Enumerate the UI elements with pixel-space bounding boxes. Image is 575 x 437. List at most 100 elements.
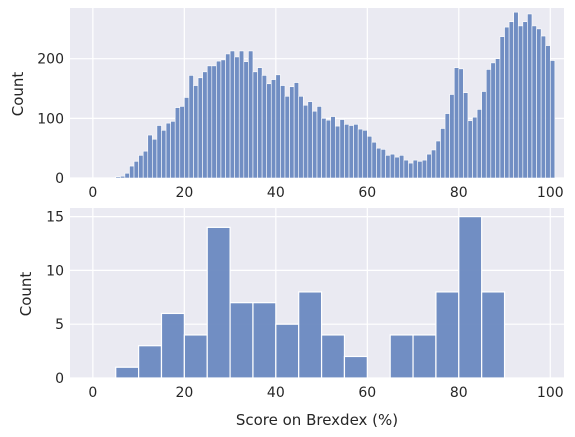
x-tick-label: 80 (450, 185, 468, 201)
histogram-bar (485, 69, 492, 179)
histogram-bar (161, 129, 167, 179)
histogram-bar (138, 345, 163, 379)
histogram-bar (115, 366, 140, 379)
histogram-bar (540, 35, 547, 179)
histogram-bar (343, 355, 368, 379)
histogram-bar (431, 149, 437, 179)
y-tick-label: 10 (46, 263, 64, 279)
histogram-bar (472, 116, 478, 179)
histogram-bar (156, 125, 162, 179)
histogram-bar (293, 82, 300, 179)
histogram-bar (389, 153, 396, 179)
histogram-bar (458, 68, 464, 179)
histogram-bar (284, 95, 290, 179)
top-y-axis-label: Count (9, 72, 27, 117)
histogram-bar (220, 59, 226, 179)
histogram-bar (142, 150, 149, 179)
y-tick-label: 5 (55, 317, 64, 333)
top-y-ticks: 0 100 200 (37, 52, 64, 187)
histogram-bar (289, 86, 295, 179)
histogram-bar (367, 135, 373, 179)
histogram-bar (302, 104, 309, 179)
histogram-bar (339, 119, 345, 179)
histogram-bar (536, 28, 542, 179)
bottom-x-ticks: 0 20 40 60 80 100 (88, 385, 563, 401)
y-tick-label: 100 (37, 111, 64, 127)
histogram-bar (490, 62, 496, 179)
histogram-bar (527, 13, 533, 179)
top-histogram: 0 20 40 60 80 100 0 100 200 Count (9, 8, 564, 201)
histogram-bar (517, 25, 524, 179)
histogram-bar (476, 109, 482, 179)
x-tick-label: 60 (358, 185, 376, 201)
histogram-bar (412, 334, 437, 379)
histogram-bar (320, 334, 346, 379)
histogram-bar (115, 176, 121, 179)
histogram-bar (252, 71, 258, 179)
histogram-bar (160, 312, 185, 379)
histogram-bar (417, 160, 423, 179)
histogram-bar (197, 77, 203, 179)
top-x-ticks: 0 20 40 60 80 100 (88, 185, 563, 201)
histogram-bar (275, 74, 281, 179)
y-tick-label: 0 (55, 171, 64, 187)
histogram-bar (152, 138, 158, 179)
histogram-bar (202, 71, 208, 179)
x-tick-label: 20 (175, 385, 193, 401)
histogram-bar (353, 124, 359, 179)
histogram-bar (179, 106, 185, 179)
bottom-y-ticks: 0 5 10 15 (46, 210, 64, 387)
histogram-bar (444, 113, 450, 179)
histogram-bar (174, 107, 181, 179)
histogram-bar (435, 291, 460, 379)
histogram-bar (531, 25, 537, 179)
histogram-bar (412, 159, 418, 179)
histogram-bar (261, 75, 267, 179)
histogram-bar (440, 128, 446, 179)
histogram-bar (129, 165, 135, 179)
histogram-bar (463, 92, 469, 179)
histogram-bar (270, 79, 277, 179)
histogram-bar (344, 124, 350, 179)
histogram-bar (435, 140, 441, 179)
histogram-bar (334, 125, 341, 179)
histogram-bar (426, 153, 432, 179)
histogram-bar (481, 91, 487, 179)
histogram-bar (499, 36, 505, 179)
histogram-bar (312, 110, 318, 179)
histogram-bar (165, 122, 171, 179)
histogram-bar (504, 26, 510, 179)
x-tick-label: 100 (537, 385, 564, 401)
histogram-bar (316, 106, 322, 179)
histogram-bar (252, 302, 277, 379)
histogram-bar (325, 119, 332, 179)
bottom-y-axis-label: Count (17, 272, 35, 317)
histogram-bar (234, 56, 240, 179)
bottom-bars (115, 216, 506, 379)
histogram-bar (138, 155, 144, 179)
histogram-bar (184, 97, 190, 179)
histogram-bar (229, 50, 235, 179)
top-bars (115, 11, 556, 179)
histogram-bar (394, 156, 400, 179)
histogram-bar (211, 65, 217, 179)
histogram-bar (206, 226, 231, 379)
histogram-bar (248, 50, 254, 179)
x-tick-label: 40 (267, 185, 285, 201)
histogram-bar (257, 67, 263, 179)
histogram-bar (357, 128, 364, 179)
histogram-bar (522, 21, 528, 179)
histogram-bar (280, 85, 286, 179)
histogram-bar (225, 53, 231, 179)
histogram-bar (193, 85, 199, 179)
histogram-bar (321, 118, 327, 179)
histogram-bar (120, 175, 126, 179)
y-tick-label: 0 (55, 371, 64, 387)
x-tick-label: 100 (537, 185, 564, 201)
histogram-bar (467, 120, 473, 179)
x-tick-label: 0 (88, 185, 97, 201)
histogram-bar (545, 45, 551, 179)
histogram-bar (380, 149, 386, 179)
bottom-histogram: 0 20 40 60 80 100 0 5 10 15 Count Score on Brexd… (17, 208, 564, 429)
